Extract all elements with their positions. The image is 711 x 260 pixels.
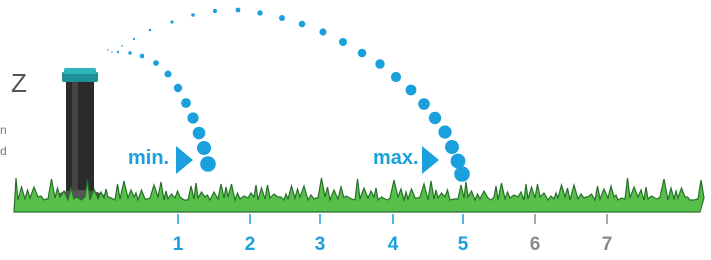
spray-drop	[111, 51, 113, 53]
sprinkler-diagram: Z n d min. max. 1 2 3 4 5 6 7	[0, 0, 711, 260]
spray-drop	[191, 13, 195, 17]
scale-label: 4	[388, 234, 399, 255]
spray-drop	[165, 71, 172, 78]
sprinkler-body	[66, 80, 94, 198]
scale-label: 1	[173, 234, 184, 255]
spray-drop	[429, 112, 441, 124]
spray-drop	[454, 166, 470, 182]
min-arrow	[176, 146, 193, 174]
spray-drop	[279, 15, 285, 21]
spray-drop	[406, 85, 417, 96]
spray-drop	[391, 72, 401, 82]
scale-label: 6	[530, 234, 541, 255]
side-text: n	[0, 123, 7, 137]
distance-scale: 1 2 3 4 5 6 7	[173, 214, 613, 255]
spray-drop	[107, 49, 109, 51]
side-text: Z	[11, 68, 27, 98]
spray-drop	[121, 45, 123, 47]
min-label: min.	[128, 147, 169, 169]
spray-drop	[117, 51, 119, 53]
scale-label: 2	[245, 234, 256, 255]
scale-label: 7	[602, 234, 613, 255]
side-text: d	[0, 144, 7, 158]
spray-drop	[236, 8, 241, 13]
sprinkler-shade	[72, 80, 78, 198]
max-label: max.	[373, 147, 419, 169]
spray-drop	[170, 20, 173, 23]
spray-drop	[128, 51, 131, 54]
spray-drop	[133, 38, 135, 40]
spray-drop	[193, 127, 206, 140]
spray-drop	[174, 84, 182, 92]
spray-drop	[445, 140, 459, 154]
spray-drop	[375, 59, 384, 68]
spray-drop	[149, 29, 152, 32]
spray-drop	[213, 9, 217, 13]
spray-drop	[257, 10, 262, 15]
spray-drop	[451, 154, 466, 169]
sprinkler-nozzle	[64, 68, 96, 74]
scale-label: 3	[315, 234, 326, 255]
grass	[14, 178, 704, 212]
spray-drop	[197, 141, 211, 155]
spray-drop	[438, 125, 451, 138]
sprinkler	[54, 68, 106, 206]
spray-drop	[299, 21, 306, 28]
spray-drop	[339, 38, 347, 46]
spray-drop	[181, 98, 191, 108]
max-arrow	[422, 146, 439, 174]
spray-drop	[153, 60, 159, 66]
spray-drop	[358, 49, 367, 58]
spray-drop	[319, 28, 326, 35]
spray-drop	[200, 156, 216, 172]
spray-drop	[187, 112, 198, 123]
spray-drop	[140, 54, 145, 59]
scale-label: 5	[458, 234, 469, 255]
spray-drop	[418, 98, 430, 110]
